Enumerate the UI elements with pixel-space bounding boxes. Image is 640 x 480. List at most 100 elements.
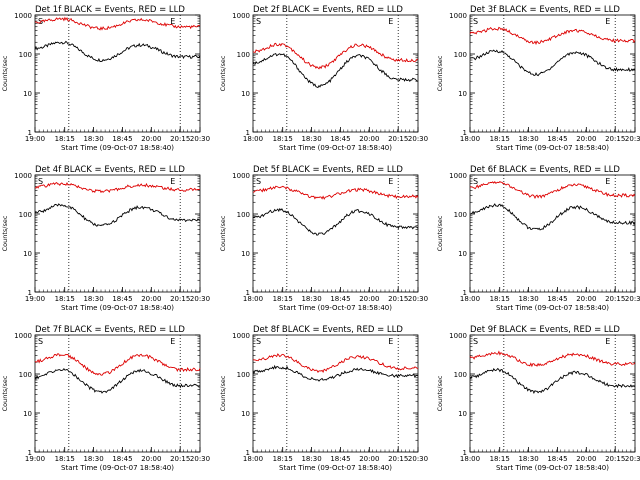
y-tick-label: 1000 [449, 12, 467, 20]
y-tick-label: 100 [454, 371, 467, 379]
y-tick-label: 10 [23, 410, 32, 418]
x-tick-label: 20:15 [388, 455, 408, 463]
series-lld-line [469, 350, 636, 368]
x-tick-label: 20:15 [388, 295, 408, 303]
x-axis-label: Start Time (09-Oct-07 18:58:40) [496, 304, 609, 312]
plot-frame [469, 14, 636, 133]
x-tick-label: 18:45 [330, 135, 350, 143]
panel-title: Det 6f BLACK = Events, RED = LLD [470, 165, 620, 175]
y-axis-label: Counts/sec [219, 215, 227, 251]
marker-s-label: S [256, 17, 261, 26]
x-tick-label: 18:30 [83, 135, 103, 143]
x-axis-label: Start Time (09-Oct-07 18:58:40) [279, 304, 392, 312]
x-axis-label: Start Time (09-Oct-07 18:58:40) [496, 464, 609, 472]
x-tick-label: 18:15 [490, 135, 510, 143]
y-tick-label: 10 [458, 410, 467, 418]
x-tick-label: 20:00 [359, 135, 379, 143]
series-events-line [252, 364, 419, 382]
x-tick-label: 18:45 [112, 455, 132, 463]
marker-s-label: S [256, 337, 261, 346]
y-tick-label: 1 [246, 449, 250, 457]
series-lld-line [34, 182, 201, 194]
y-tick-label: 10 [458, 90, 467, 98]
y-tick-label: 100 [237, 211, 250, 219]
y-tick-label: 1 [463, 129, 467, 137]
x-tick-label: 20:30 [408, 295, 428, 303]
marker-e-label: E [605, 177, 610, 186]
plot-frame [34, 14, 201, 133]
panel-title: Det 9f BLACK = Events, RED = LLD [470, 325, 620, 335]
y-axis-label: Counts/sec [219, 375, 227, 411]
x-tick-label: 20:15 [170, 135, 190, 143]
x-tick-label: 18:15 [490, 455, 510, 463]
series-lld-line [469, 26, 636, 46]
panel-title: Det 4f BLACK = Events, RED = LLD [35, 165, 185, 175]
x-tick-label: 20:15 [605, 295, 625, 303]
y-tick-label: 100 [454, 51, 467, 59]
x-axis-label: Start Time (09-Oct-07 18:58:40) [61, 144, 174, 152]
plot-frame [252, 174, 419, 293]
series-lld-line [34, 16, 201, 31]
x-axis-label: Start Time (09-Oct-07 18:58:40) [61, 464, 174, 472]
y-tick-label: 1000 [449, 332, 467, 340]
series-events-line [469, 367, 636, 394]
plot-frame [34, 174, 201, 293]
x-tick-label: 18:30 [301, 135, 321, 143]
y-axis-label: Counts/sec [1, 375, 9, 411]
panel-title: Det 5f BLACK = Events, RED = LLD [253, 165, 403, 175]
x-tick-label: 20:30 [190, 295, 210, 303]
series-lld-line [34, 353, 201, 376]
y-tick-label: 10 [23, 250, 32, 258]
y-axis-label: Counts/sec [436, 215, 444, 251]
y-tick-label: 1000 [232, 172, 250, 180]
marker-s-label: S [38, 177, 43, 186]
y-tick-label: 100 [237, 51, 250, 59]
panel-title: Det 3f BLACK = Events, RED = LLD [470, 5, 620, 15]
panel-title: Det 2f BLACK = Events, RED = LLD [253, 5, 403, 15]
y-tick-label: 10 [241, 250, 250, 258]
x-tick-label: 18:45 [547, 295, 567, 303]
x-tick-label: 20:30 [625, 455, 640, 463]
marker-e-label: E [170, 177, 175, 186]
x-tick-label: 18:00 [243, 135, 263, 143]
series-lld-line [252, 42, 419, 70]
series-lld-line [252, 185, 419, 200]
x-tick-label: 18:15 [273, 135, 293, 143]
x-axis-label: Start Time (09-Oct-07 18:58:40) [496, 144, 609, 152]
x-tick-label: 18:15 [273, 295, 293, 303]
y-tick-label: 1 [463, 289, 467, 297]
series-lld-line [253, 353, 419, 374]
series-events-line [252, 207, 419, 236]
x-tick-label: 19:00 [25, 455, 45, 463]
x-tick-label: 18:30 [518, 455, 538, 463]
y-tick-label: 1 [246, 129, 250, 137]
x-axis-label: Start Time (09-Oct-07 18:58:40) [279, 464, 392, 472]
marker-e-label: E [388, 337, 393, 346]
marker-s-label: S [473, 17, 478, 26]
series-events-line [34, 203, 201, 227]
panel-det-9: Det 9f BLACK = Events, RED = LLD S E 1 10 100… [436, 325, 640, 472]
x-tick-label: 20:15 [170, 455, 190, 463]
series-lld-line [469, 181, 636, 200]
x-tick-label: 19:00 [25, 295, 45, 303]
x-tick-label: 18:00 [460, 295, 480, 303]
y-axis-label: Counts/sec [436, 55, 444, 91]
x-tick-label: 18:45 [547, 135, 567, 143]
x-tick-label: 18:00 [243, 295, 263, 303]
y-axis-label: Counts/sec [219, 55, 227, 91]
series-events-line [469, 203, 636, 231]
x-tick-label: 20:00 [359, 455, 379, 463]
y-tick-label: 10 [241, 410, 250, 418]
panel-det-7: Det 7f BLACK = Events, RED = LLD S E 1 10 100… [1, 325, 210, 472]
panel-title: Det 1f BLACK = Events, RED = LLD [35, 5, 185, 15]
marker-e-label: E [170, 337, 175, 346]
x-tick-label: 18:45 [547, 455, 567, 463]
x-tick-label: 18:00 [460, 455, 480, 463]
y-tick-label: 1 [28, 289, 32, 297]
x-tick-label: 18:00 [460, 135, 480, 143]
x-tick-label: 18:15 [55, 295, 75, 303]
x-tick-label: 18:45 [112, 295, 132, 303]
x-tick-label: 18:15 [490, 295, 510, 303]
